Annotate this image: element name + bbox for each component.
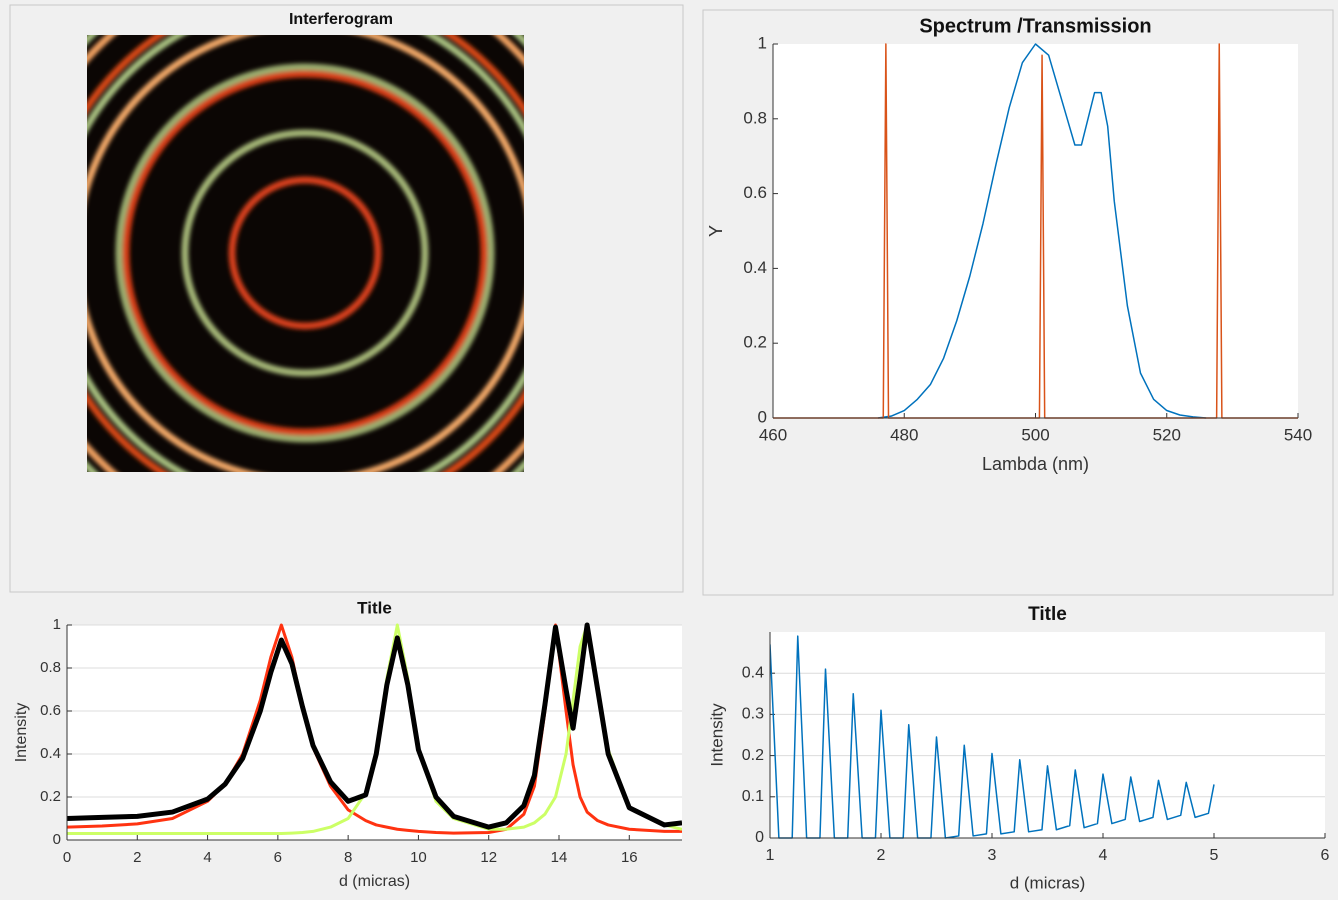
y-tick-label: 0.4: [40, 745, 61, 762]
y-axis-label: Y: [706, 225, 726, 237]
y-tick-label: 0.2: [743, 333, 767, 352]
x-tick-label: 10: [410, 849, 427, 866]
y-axis-label: Intensity: [707, 703, 726, 767]
plot-area: [773, 44, 1298, 418]
y-tick-label: 0: [53, 831, 61, 848]
x-tick-label: 460: [759, 425, 787, 444]
interferogram-image: [87, 35, 524, 472]
x-tick-label: 480: [890, 425, 918, 444]
chart-title: Spectrum /Transmission: [919, 15, 1151, 37]
series-line: [67, 622, 682, 830]
plot-area: [770, 632, 1325, 838]
x-tick-label: 5: [1210, 847, 1219, 864]
y-tick-label: 0.3: [742, 706, 764, 723]
x-tick-label: 4: [203, 849, 211, 866]
series-line: [877, 43, 1207, 419]
x-tick-label: 6: [1321, 847, 1330, 864]
x-tick-label: 4: [1099, 847, 1108, 864]
y-tick-label: 0.1: [742, 788, 764, 805]
x-axis-label: d (micras): [339, 873, 410, 890]
y-tick-label: 0.8: [743, 108, 767, 127]
y-tick-label: 0.4: [742, 664, 764, 681]
y-tick-label: 1: [53, 616, 61, 633]
x-tick-label: 12: [480, 849, 497, 866]
x-tick-label: 16: [621, 849, 638, 866]
plot-area: [67, 625, 682, 840]
x-axis-label: Lambda (nm): [982, 454, 1089, 474]
y-tick-label: 0: [758, 407, 767, 426]
x-tick-label: 14: [551, 849, 568, 866]
x-tick-label: 3: [988, 847, 997, 864]
x-tick-label: 520: [1153, 425, 1181, 444]
y-axis-label: Intensity: [13, 703, 30, 763]
x-tick-label: 2: [877, 847, 886, 864]
x-tick-label: 8: [344, 849, 352, 866]
y-tick-label: 0.6: [743, 183, 767, 202]
y-tick-label: 0: [755, 829, 764, 846]
x-tick-label: 6: [274, 849, 282, 866]
y-tick-label: 0.2: [40, 788, 61, 805]
chart-title: Title: [357, 598, 392, 617]
x-tick-label: 500: [1021, 425, 1049, 444]
x-tick-label: 1: [766, 847, 775, 864]
chart-title: Title: [1028, 604, 1067, 625]
y-tick-label: 0.6: [40, 702, 61, 719]
series-line: [773, 43, 1298, 419]
chart-title: Interferogram: [289, 11, 393, 28]
x-axis-label: d (micras): [1010, 873, 1086, 892]
y-tick-label: 1: [758, 33, 767, 52]
y-tick-label: 0.8: [40, 659, 61, 676]
x-tick-label: 2: [133, 849, 141, 866]
x-tick-label: 0: [63, 849, 71, 866]
y-tick-label: 0.4: [743, 258, 767, 277]
x-tick-label: 540: [1284, 425, 1312, 444]
y-tick-label: 0.2: [742, 747, 764, 764]
